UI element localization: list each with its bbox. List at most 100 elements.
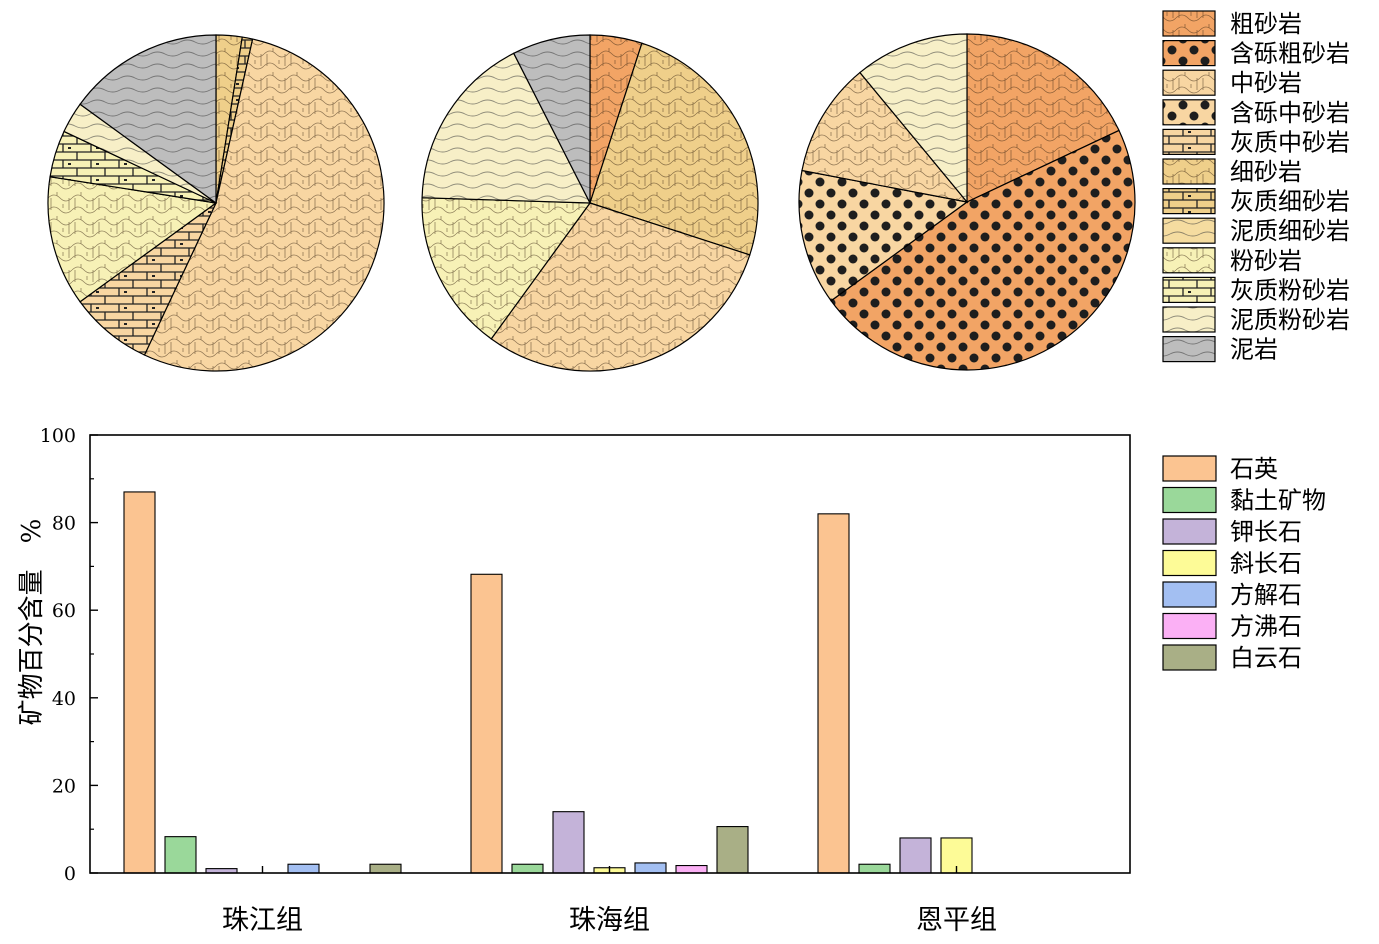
mineral-legend-label: 方沸石: [1230, 613, 1302, 641]
mineral-legend-item: 钾长石: [1162, 518, 1302, 546]
y-tick-label: 40: [52, 688, 76, 710]
mineral-legend-swatch: [1162, 644, 1217, 671]
plot-frame: [89, 434, 1131, 874]
pie-1-slice-5: [47, 176, 218, 303]
bar-方沸石-珠海组: [675, 864, 708, 874]
pie-chart-3: [798, 33, 1136, 371]
pie-2-slice-6: [512, 34, 591, 204]
y-axis-title: 矿物百分含量 %: [17, 519, 47, 726]
lithology-legend-label: 粉砂岩: [1230, 247, 1302, 275]
lithology-legend-item: 灰质粉砂岩: [1162, 276, 1350, 304]
mineral-legend-label: 白云石: [1230, 644, 1302, 672]
lithology-legend-label: 灰质中砂岩: [1230, 128, 1350, 156]
lithology-legend-swatch: [1162, 306, 1216, 333]
bars: [123, 491, 973, 874]
pie-3-slice-3: [798, 169, 969, 302]
bar-钾长石-恩平组: [899, 837, 932, 874]
lithology-legend-swatch: [1162, 99, 1216, 126]
lithology-legend-item: 细砂岩: [1162, 158, 1302, 186]
pie-2-slice-5: [421, 52, 591, 204]
lithology-legend-label: 粗砂岩: [1230, 10, 1302, 38]
bar-黏土矿物-珠江组: [164, 836, 197, 874]
lithology-legend-item: 粉砂岩: [1162, 247, 1302, 275]
mineral-legend-item: 方沸石: [1162, 612, 1302, 641]
lithology-legend-label: 泥岩: [1230, 336, 1278, 364]
lithology-legend-item: 泥质粉砂岩: [1162, 306, 1350, 334]
y-tick-label: 60: [52, 600, 76, 622]
lithology-legend: 粗砂岩含砾粗砂岩中砂岩含砾中砂岩灰质中砂岩细砂岩灰质细砂岩泥质细砂岩粉砂岩灰质粉…: [1162, 10, 1350, 364]
mineral-legend-swatch: [1162, 455, 1217, 482]
lithology-legend-item: 泥岩: [1162, 336, 1278, 364]
lithology-legend-label: 灰质粉砂岩: [1230, 276, 1350, 304]
y-tick-label: 20: [52, 775, 76, 797]
lithology-legend-item: 灰质中砂岩: [1162, 128, 1350, 156]
lithology-legend-item: 中砂岩: [1162, 69, 1302, 97]
mineral-legend-swatch: [1162, 581, 1217, 608]
y-tick-label: 100: [40, 425, 76, 447]
mineral-legend-label: 斜长石: [1230, 550, 1302, 578]
mineral-legend-item: 方解石: [1162, 581, 1302, 609]
mineral-legend-swatch: [1162, 486, 1217, 514]
bar-白云石-珠海组: [716, 826, 749, 874]
lithology-legend-label: 泥质粉砂岩: [1230, 306, 1350, 334]
mineral-legend-label: 黏土矿物: [1230, 487, 1326, 515]
lithology-legend-label: 含砾粗砂岩: [1230, 40, 1350, 68]
mineral-legend-item: 黏土矿物: [1162, 486, 1326, 515]
bar-石英-珠海组: [470, 573, 503, 874]
y-tick-label: 80: [52, 513, 76, 535]
bar-钾长石-珠海组: [552, 811, 585, 874]
pie-3-slice-4: [801, 71, 969, 203]
x-tick-label: 珠海组: [569, 905, 650, 936]
lithology-legend-swatch: [1162, 10, 1216, 37]
mineral-legend-label: 方解石: [1230, 581, 1302, 609]
lithology-legend-label: 含砾中砂岩: [1230, 99, 1350, 127]
lithology-legend-swatch: [1162, 276, 1216, 303]
pie-1-slice-3: [143, 38, 385, 372]
lithology-legend-item: 灰质细砂岩: [1162, 188, 1350, 216]
lithology-legend-label: 中砂岩: [1230, 69, 1302, 97]
mineral-legend-item: 白云石: [1162, 644, 1302, 672]
mineral-bar-chart: 0 20 40 60 80 100 珠江组 珠海组 恩平组 矿物百分含量 %: [17, 425, 1131, 936]
lithology-legend-swatch: [1162, 336, 1216, 363]
pie-charts: [47, 33, 1136, 372]
bar-黏土矿物-珠海组: [511, 863, 544, 874]
pie-chart-1: [47, 34, 385, 372]
x-tick-label: 珠江组: [222, 905, 303, 936]
lithology-legend-swatch: [1162, 217, 1216, 244]
y-axis: 0 20 40 60 80 100: [40, 425, 98, 885]
bar-石英-恩平组: [817, 513, 850, 874]
mineral-legend-label: 石英: [1230, 455, 1278, 483]
lithology-legend-item: 泥质细砂岩: [1162, 217, 1350, 245]
bar-方解石-珠海组: [634, 862, 667, 874]
mineral-legend-label: 钾长石: [1230, 518, 1302, 546]
lithology-legend-swatch: [1162, 247, 1216, 274]
mineral-legend-swatch: [1162, 518, 1217, 545]
lithology-legend-swatch: [1162, 158, 1216, 185]
lithology-legend-label: 泥质细砂岩: [1230, 217, 1350, 245]
lithology-legend-swatch: [1162, 39, 1216, 67]
lithology-legend-item: 含砾中砂岩: [1162, 99, 1350, 127]
bar-白云石-珠江组: [369, 863, 402, 874]
bar-石英-珠江组: [123, 491, 156, 874]
mineral-legend-item: 斜长石: [1162, 549, 1302, 578]
lithology-legend-item: 粗砂岩: [1162, 10, 1302, 38]
lithology-legend-label: 灰质细砂岩: [1230, 188, 1350, 216]
pie-1-slice-8: [79, 34, 217, 205]
mineral-legend-swatch: [1162, 549, 1217, 577]
bar-黏土矿物-恩平组: [858, 863, 891, 874]
pie-chart-2: [421, 34, 759, 372]
pie-2-slice-2: [589, 42, 759, 256]
mineral-legend-swatch: [1162, 612, 1217, 640]
lithology-legend-swatch: [1162, 188, 1216, 215]
pie-2-slice-4: [421, 197, 592, 340]
lithology-legend-item: 含砾粗砂岩: [1162, 39, 1350, 68]
mineral-legend-item: 石英: [1162, 455, 1278, 483]
bar-方解石-珠江组: [287, 863, 320, 874]
pie-3-slice-5: [859, 33, 968, 204]
pie-3-slice-1: [966, 33, 1120, 203]
lithology-legend-swatch: [1162, 128, 1216, 155]
x-tick-label: 恩平组: [916, 905, 997, 936]
pie-2-slice-3: [490, 202, 751, 372]
